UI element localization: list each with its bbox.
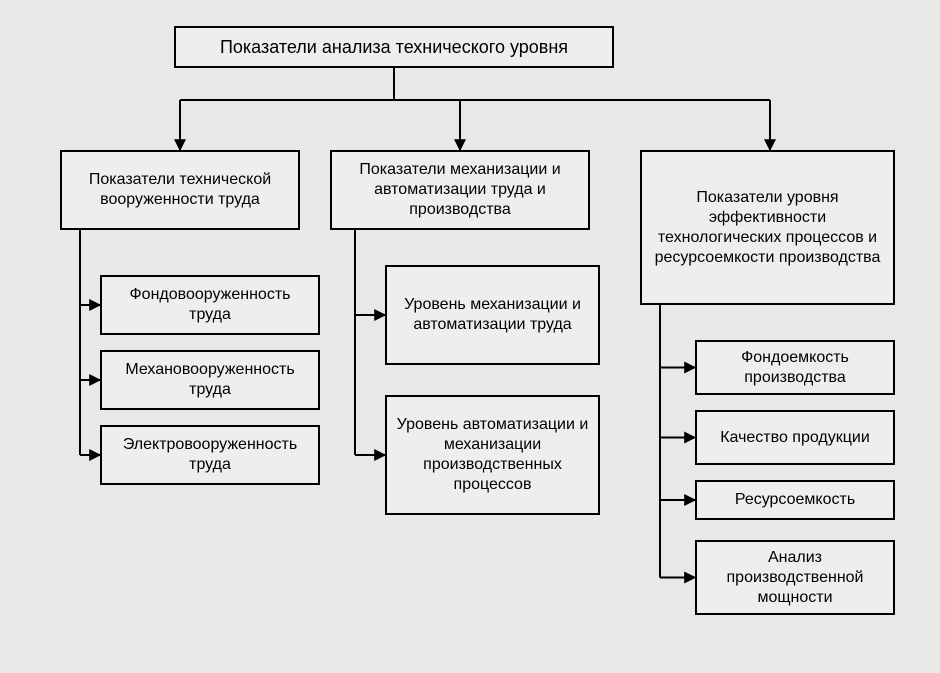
column2-item-1: Уровень автоматизации и механизации прои…: [385, 395, 600, 515]
column1-header: Показатели технической вооруженности тру…: [60, 150, 300, 230]
column1-item-0: Фондовооруженность труда: [100, 275, 320, 335]
column3-header: Показатели уровня эффективности технолог…: [640, 150, 895, 305]
column3-item-1: Качество продукции: [695, 410, 895, 465]
column3-item-0: Фондоемкость производства: [695, 340, 895, 395]
diagram-title: Показатели анализа технического уровня: [174, 26, 614, 68]
column1-item-2: Электровооруженность труда: [100, 425, 320, 485]
diagram-canvas: Показатели анализа технического уровня П…: [0, 0, 940, 673]
column1-item-1: Механовооруженность труда: [100, 350, 320, 410]
column3-item-3: Анализ производственной мощности: [695, 540, 895, 615]
column2-item-0: Уровень механизации и автоматизации труд…: [385, 265, 600, 365]
column3-item-2: Ресурсоемкость: [695, 480, 895, 520]
column2-header: Показатели механизации и автоматизации т…: [330, 150, 590, 230]
